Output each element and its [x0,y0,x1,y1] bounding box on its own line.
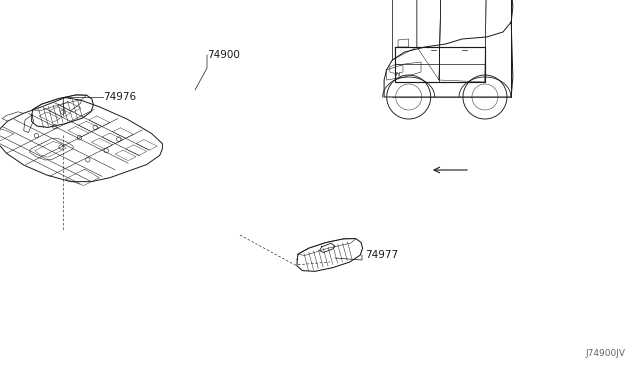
Text: 74900: 74900 [207,50,240,60]
Text: 74977: 74977 [365,250,398,260]
Text: J74900JV: J74900JV [585,349,625,358]
Text: 74976: 74976 [103,92,136,102]
Text: N: N [396,71,400,77]
